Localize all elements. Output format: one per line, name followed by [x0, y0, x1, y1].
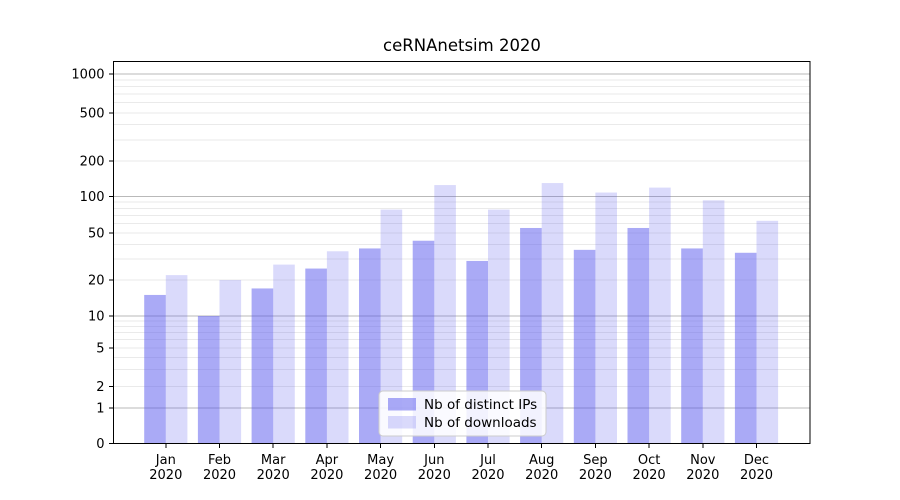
xtick-label-year-dec: 2020: [740, 468, 773, 483]
xtick-label-year-mar: 2020: [257, 468, 290, 483]
ytick-label-1000: 1000: [71, 68, 104, 83]
chart-title: ceRNAnetsim 2020: [383, 36, 541, 55]
xtick-label-month-jul: Jul: [479, 453, 496, 468]
bar-distinct-ips-feb: [197, 316, 220, 444]
xtick-label-month-jun: Jun: [423, 453, 444, 468]
bar-downloads-jan: [165, 275, 188, 444]
xtick-label-year-sep: 2020: [579, 468, 612, 483]
xtick-label-year-apr: 2020: [310, 468, 343, 483]
legend-swatch-distinct-ips: [388, 398, 416, 411]
ytick-label-0: 0: [96, 437, 104, 452]
xtick-label-month-sep: Sep: [583, 453, 608, 468]
bar-distinct-ips-nov: [681, 248, 703, 444]
ytick-label-50: 50: [88, 227, 105, 242]
bar-downloads-sep: [595, 192, 617, 444]
bar-distinct-ips-oct: [627, 227, 650, 444]
xtick-label-year-jul: 2020: [471, 468, 504, 483]
axis-tick-marks: [109, 73, 757, 448]
xtick-label-month-jan: Jan: [155, 453, 176, 468]
bar-downloads-dec: [756, 220, 779, 444]
xtick-label-month-apr: Apr: [316, 453, 339, 468]
bar-distinct-ips-may: [359, 248, 381, 444]
ytick-label-500: 500: [80, 107, 105, 122]
legend-swatch-downloads: [388, 416, 416, 429]
bar-distinct-ips-apr: [305, 268, 327, 444]
plot-border: [113, 61, 811, 444]
bar-downloads-jun: [434, 185, 456, 444]
xtick-label-month-may: May: [367, 453, 394, 468]
ytick-label-100: 100: [80, 190, 105, 205]
y-tick-labels: 0 1 2 5 10 20 50 100 200 500 1000: [71, 68, 104, 453]
ytick-label-20: 20: [88, 274, 105, 289]
bar-distinct-ips-sep: [573, 249, 596, 444]
xtick-label-month-nov: Nov: [690, 453, 716, 468]
ytick-label-1: 1: [96, 402, 104, 417]
xtick-label-year-aug: 2020: [525, 468, 558, 483]
bar-downloads-may: [380, 209, 403, 444]
bar-distinct-ips-jan: [144, 294, 166, 444]
ytick-label-10: 10: [88, 310, 105, 325]
xtick-label-month-feb: Feb: [208, 453, 231, 468]
legend-box: [378, 390, 547, 437]
bar-distinct-ips-mar: [251, 288, 274, 444]
x-tick-labels: Jan2020Feb2020Mar2020Apr2020May2020Jun20…: [149, 453, 773, 483]
xtick-label-year-feb: 2020: [203, 468, 236, 483]
xtick-label-month-aug: Aug: [529, 453, 554, 468]
xtick-label-year-oct: 2020: [633, 468, 666, 483]
legend: Nb of distinct IPs Nb of downloads: [378, 390, 547, 437]
xtick-label-month-dec: Dec: [744, 453, 769, 468]
bar-downloads-feb: [219, 280, 242, 444]
bar-downloads-apr: [326, 251, 349, 444]
bar-downloads-oct: [649, 187, 671, 444]
bar-distinct-ips-aug: [520, 227, 542, 444]
xtick-label-year-jun: 2020: [418, 468, 451, 483]
legend-label-downloads: Nb of downloads: [424, 415, 537, 431]
xtick-label-year-jan: 2020: [149, 468, 182, 483]
ytick-label-5: 5: [96, 342, 104, 357]
bar-downloads-aug: [541, 183, 564, 444]
xtick-label-month-oct: Oct: [638, 453, 660, 468]
bar-distinct-ips-dec: [734, 252, 757, 444]
bar-downloads-nov: [702, 200, 725, 444]
xtick-label-month-mar: Mar: [261, 453, 286, 468]
minor-gridlines: [113, 79, 810, 387]
xtick-label-year-nov: 2020: [686, 468, 719, 483]
xtick-label-year-may: 2020: [364, 468, 397, 483]
bar-downloads-jul: [488, 209, 510, 444]
bar-groups: [144, 183, 779, 444]
bar-downloads-mar: [273, 264, 295, 444]
legend-label-distinct-ips: Nb of distinct IPs: [424, 397, 537, 413]
ytick-label-200: 200: [80, 155, 105, 170]
ytick-label-2: 2: [96, 380, 104, 395]
